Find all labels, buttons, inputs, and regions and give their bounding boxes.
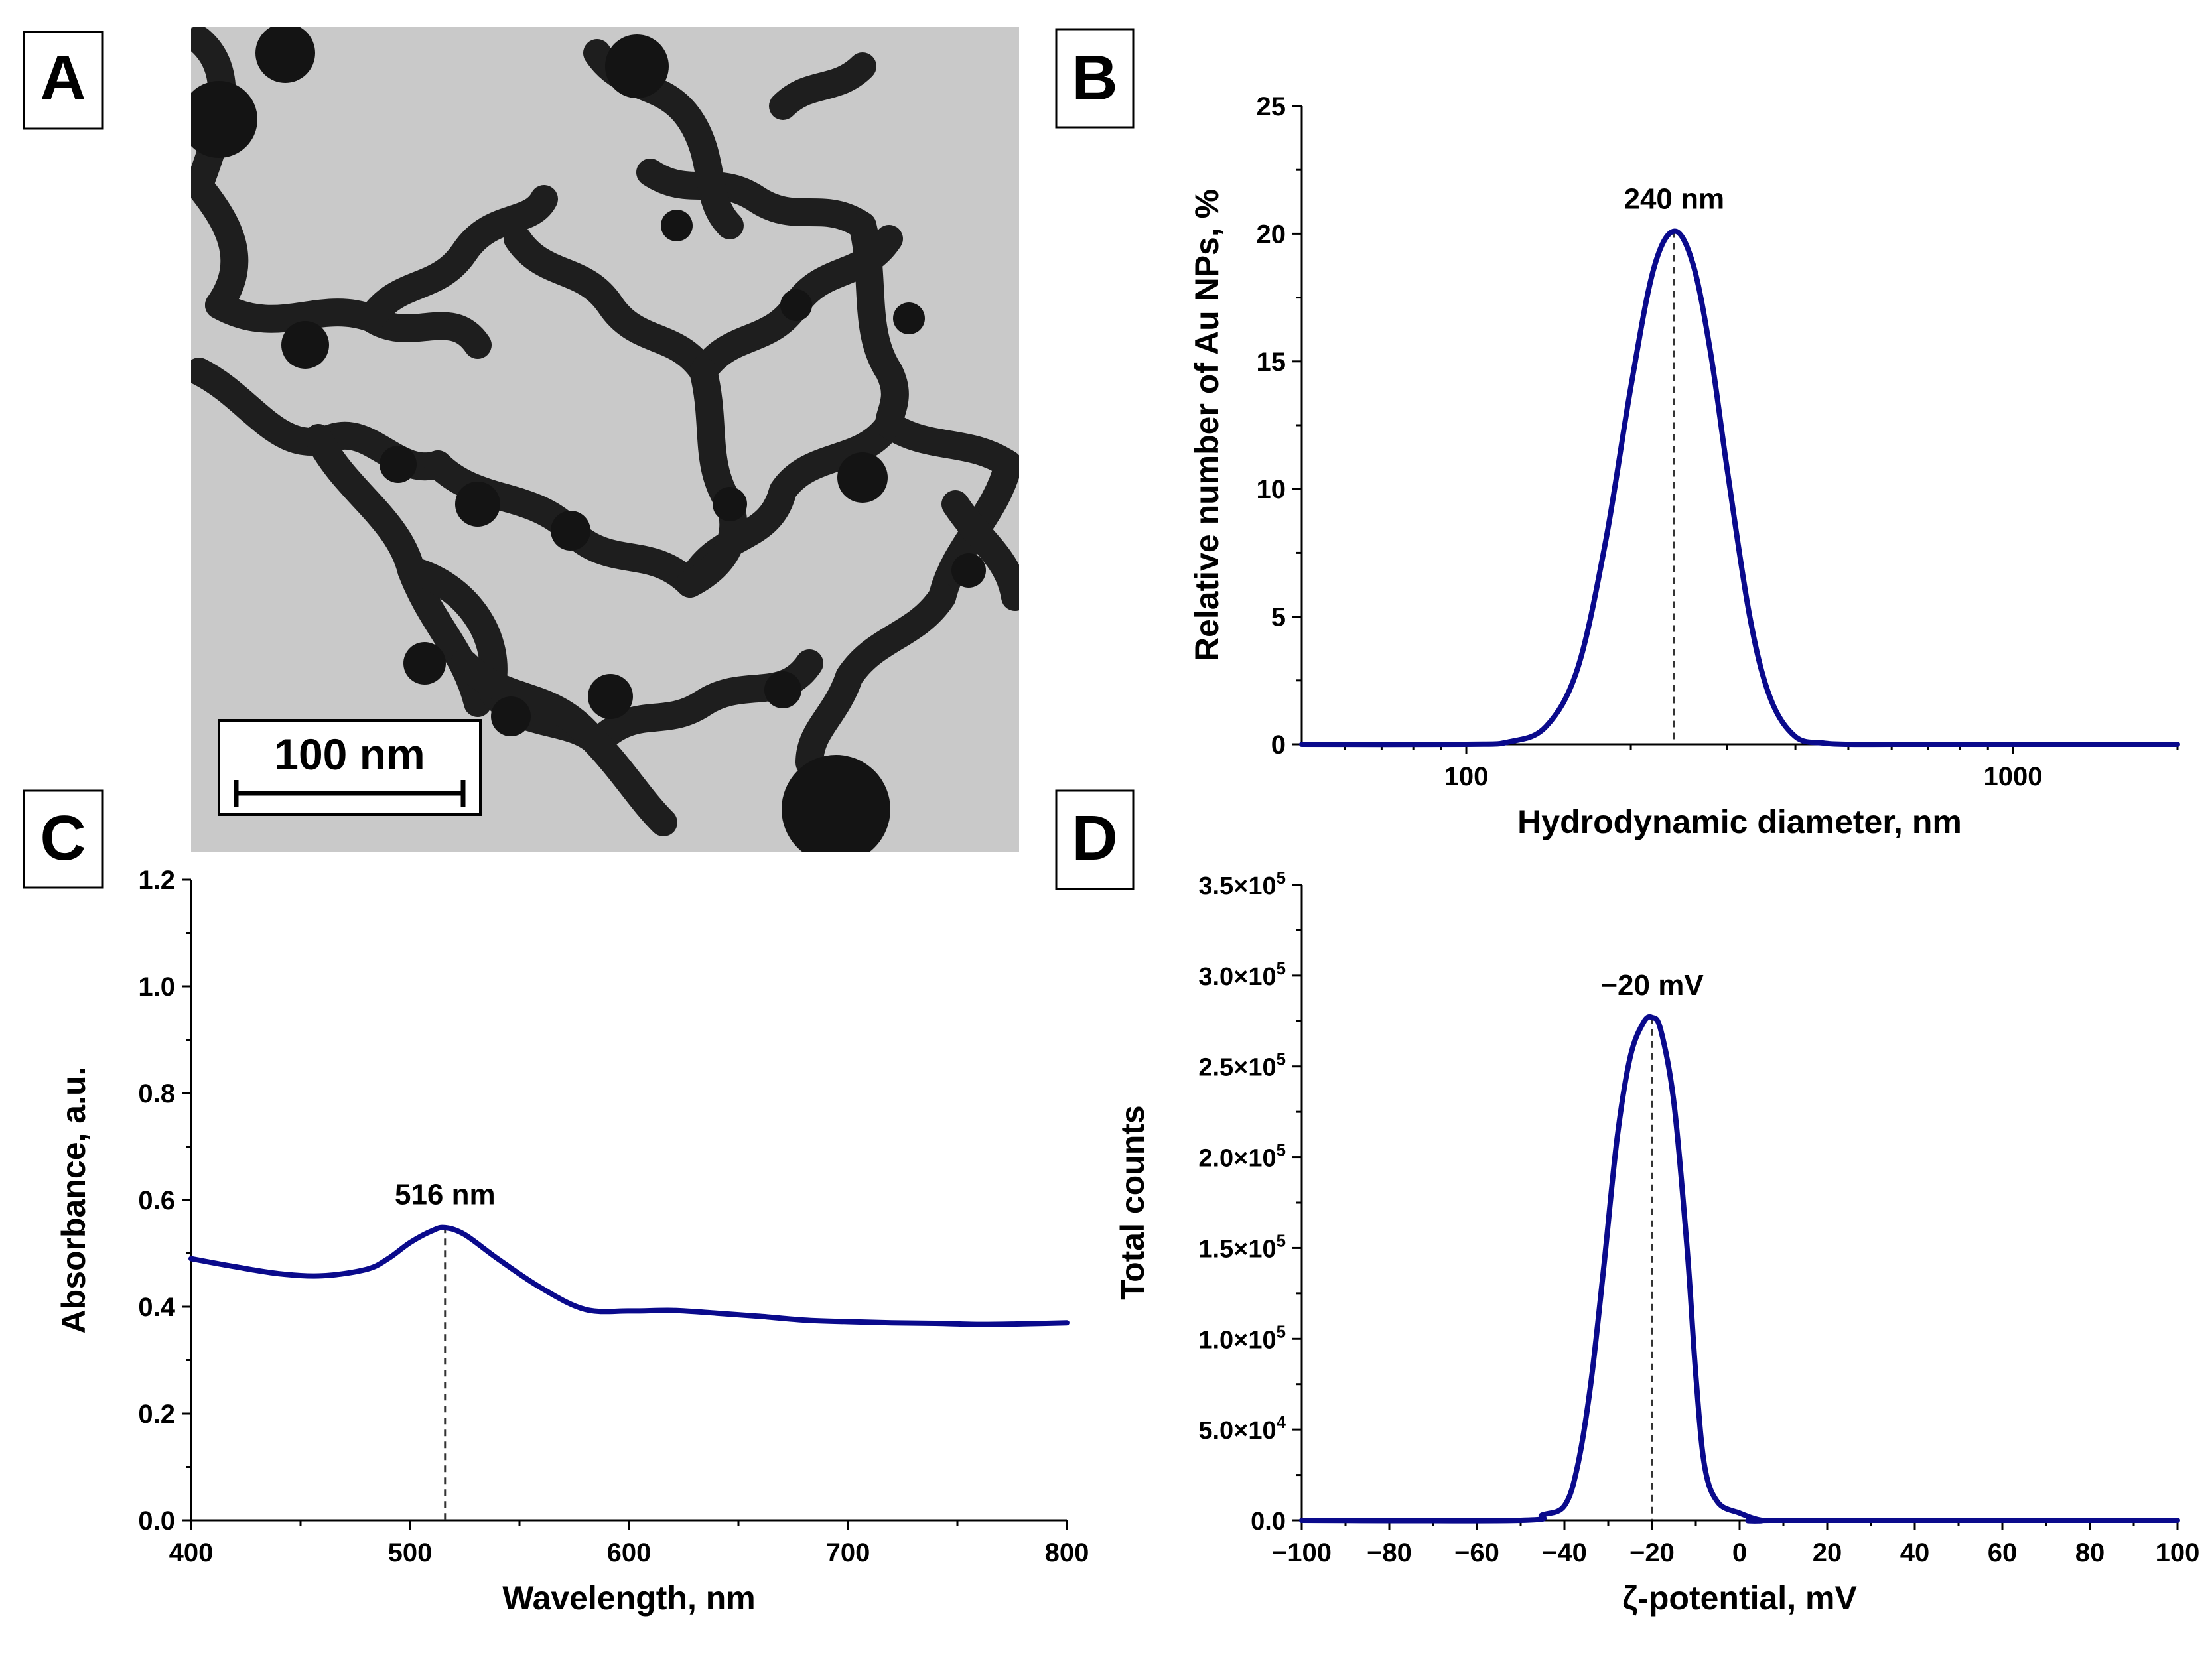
x-tick-label-d: −20 [1629,1538,1675,1567]
x-tick-label-d: 0 [1732,1538,1747,1567]
y-axis-label-c: Absorbance, a.u. [55,1067,92,1334]
y-tick-label-b: 10 [1257,475,1286,504]
y-tick-label-d: 5.0×104 [1198,1414,1286,1445]
y-tick-label-d: 3.0×105 [1198,960,1286,991]
x-tick-label-d: 40 [1900,1538,1930,1567]
x-tick-label-d: −40 [1542,1538,1587,1567]
y-tick-label-c: 0.6 [138,1186,175,1215]
x-tick-label-b: 1000 [1983,762,2042,791]
series-line-d [1299,1014,2180,1524]
x-tick-label-d: 80 [2075,1538,2105,1567]
y-tick-label-b: 15 [1257,348,1286,377]
peak-annotation-b: 240 nm [1624,183,1724,216]
x-tick-label-d: −80 [1367,1538,1412,1567]
panel-a-label-box [23,31,104,130]
y-tick-label-c: 0.2 [138,1400,175,1429]
y-tick-label-d: 0.0 [1251,1508,1286,1536]
panel-a: A [23,27,1019,852]
series-line-b [1299,228,2180,748]
x-axis-label-c: Wavelength, nm [502,1579,756,1617]
panel-c-label: C [40,803,86,874]
x-tick-label-c: 700 [826,1538,870,1567]
scale-bar-box [218,719,482,816]
y-tick-label-d: 1.5×105 [1198,1232,1286,1263]
y-tick-label-d: 2.0×105 [1198,1142,1286,1173]
x-tick-label-d: −100 [1272,1538,1332,1567]
x-tick-label-c: 800 [1045,1538,1089,1567]
y-tick-label-c: 0.4 [138,1293,175,1322]
nanoparticle-blobs [191,27,986,852]
y-tick-label-d: 3.5×105 [1198,869,1286,900]
y-tick-label-d: 1.0×105 [1198,1323,1286,1354]
tem-micrograph: 100 nm [191,27,1019,852]
y-tick-label-c: 1.2 [138,866,175,895]
x-tick-label-d: 20 [1813,1538,1842,1567]
panel-b-label-box [1055,28,1135,129]
x-tick-label-b: 100 [1444,762,1489,791]
y-tick-label-c: 0.0 [138,1506,175,1536]
x-axis-label-d: ζ-potential, mV [1622,1579,1857,1617]
y-axis-label-d: Total counts [1114,1105,1151,1300]
x-tick-label-d: 100 [2156,1538,2200,1567]
y-tick-label-b: 5 [1271,603,1286,632]
panel-a-label: A [40,42,86,113]
x-axis-label-b: Hydrodynamic diameter, nm [1517,803,1962,840]
series-line-c [188,1224,1070,1327]
scale-bar: 100 nm [218,719,482,816]
y-tick-label-d: 2.5×105 [1198,1051,1286,1082]
chart-c-uv-vis: 0.0 0.2 0.4 0.6 0.8 1.0 1.2 400 500 600 700 800 Wave… [55,866,1089,1617]
peak-annotation-d: −20 mV [1600,969,1704,1002]
y-tick-label-c: 1.0 [138,972,175,1002]
x-tick-label-c: 500 [388,1538,433,1567]
panel-b-label: B [1071,42,1117,113]
peak-annotation-c: 516 nm [395,1178,496,1211]
scale-bar-label: 100 nm [274,730,425,779]
y-tick-label-b: 25 [1257,92,1286,121]
x-tick-label-d: −60 [1454,1538,1499,1567]
chart-b-dls: 0 5 10 15 20 25 100 1000 Hydrodynamic diameter, … [1188,92,2180,840]
x-tick-label-d: 60 [1988,1538,2018,1567]
panel-c-label-box [23,789,104,889]
y-tick-label-b: 0 [1271,730,1286,760]
panel-d-label-box [1055,789,1135,890]
y-axis-label-b: Relative number of Au NPs, % [1188,189,1225,661]
y-tick-label-b: 20 [1257,220,1286,249]
y-tick-label-c: 0.8 [138,1079,175,1108]
chart-d-zeta: 0.0 5.0×104 1.0×105 1.5×105 2.0×105 2.5×105 3.… [1114,869,2199,1617]
x-tick-label-c: 600 [607,1538,652,1567]
panel-d-label: D [1071,803,1117,874]
x-tick-label-c: 400 [169,1538,214,1567]
